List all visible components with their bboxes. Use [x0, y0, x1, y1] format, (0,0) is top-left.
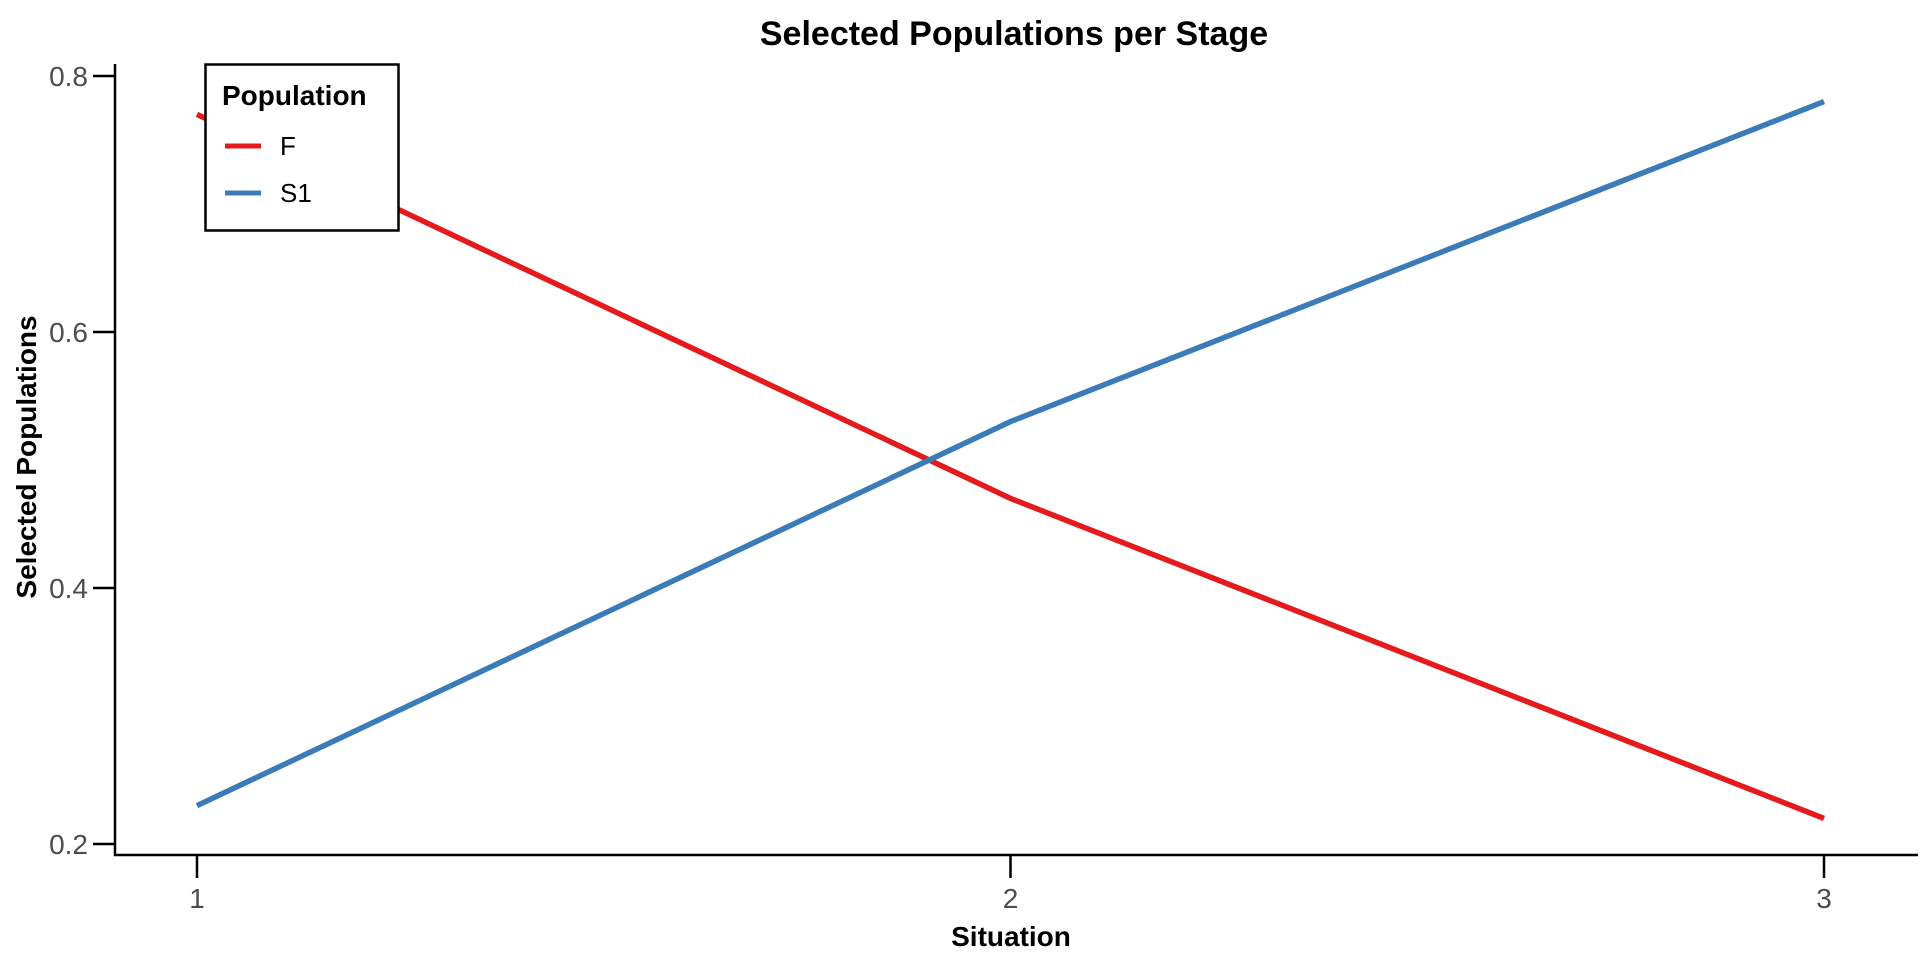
chart-title: Selected Populations per Stage [760, 15, 1268, 53]
y-tick-label: 0.4 [49, 573, 88, 604]
x-tick-label: 2 [1003, 883, 1019, 914]
legend-item-label: F [280, 131, 296, 161]
axes [113, 64, 1918, 857]
legend-item-s1: S1 [225, 178, 312, 208]
legend-items: F S1 [225, 131, 312, 208]
y-tick-label: 0.8 [49, 61, 88, 92]
y-tick-label: 0.2 [49, 829, 88, 860]
legend-title: Population [222, 80, 367, 111]
series-line-f [195, 111, 1826, 821]
series-lines [195, 99, 1826, 821]
x-axis-label: Situation [951, 921, 1071, 952]
x-tick-label: 1 [189, 883, 205, 914]
axis-lines [113, 64, 1918, 857]
y-tick-label: 0.6 [49, 317, 88, 348]
x-tick-label: 3 [1816, 883, 1832, 914]
legend-item-label: S1 [280, 178, 312, 208]
y-axis-ticks: 0.2 0.4 0.6 0.8 [49, 61, 115, 860]
legend: Population F S1 [204, 63, 400, 232]
y-axis-label: Selected Populations [11, 315, 42, 598]
series-line-s1 [195, 99, 1826, 809]
legend-item-f: F [225, 131, 296, 161]
x-axis-ticks: 1 2 3 [189, 855, 1832, 914]
